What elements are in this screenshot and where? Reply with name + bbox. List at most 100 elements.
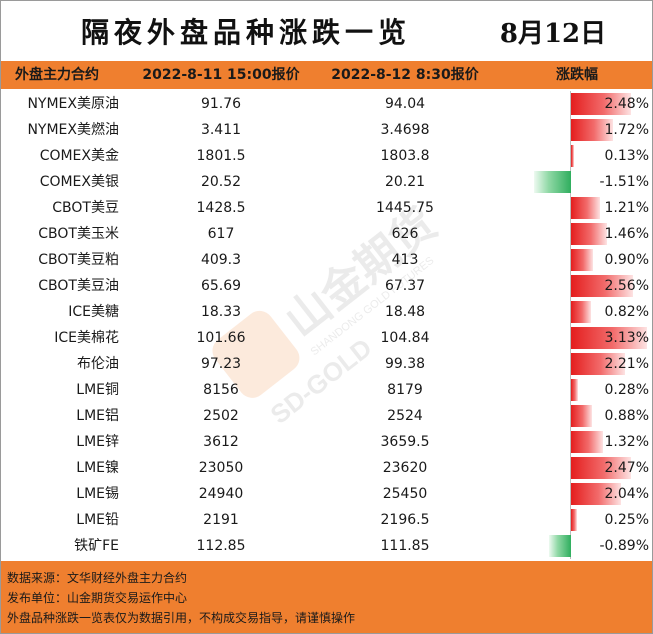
- change-bar-up: [571, 223, 607, 245]
- table-row: LME镍 23050 23620 2.47%: [1, 455, 652, 481]
- curr-price: 25450: [382, 486, 428, 502]
- prev-price: 91.76: [200, 96, 242, 112]
- contract-name: LME铝: [76, 408, 119, 424]
- contract-name: LME铜: [76, 382, 119, 398]
- change-bar-up: [571, 509, 578, 531]
- prev-price: 3612: [203, 434, 239, 450]
- footer-disclaimer: 外盘品种涨跌一览表仅为数据引用，不构成交易指导，请谨慎操作: [7, 611, 356, 625]
- change-bar-down: [549, 535, 571, 557]
- change-percent: 0.88%: [604, 408, 649, 424]
- table-row: LME铜 8156 8179 0.28%: [1, 377, 652, 403]
- curr-price: 2524: [387, 408, 423, 424]
- prev-price: 101.66: [196, 330, 246, 346]
- prev-price: 3.411: [200, 122, 242, 138]
- prev-price: 409.3: [200, 252, 242, 268]
- prev-price: 20.52: [200, 174, 242, 190]
- table-header: 外盘主力合约 2022-8-11 15:00报价 2022-8-12 8:30报…: [1, 61, 652, 89]
- curr-price: 626: [391, 226, 419, 242]
- contract-name: COMEX美银: [39, 174, 119, 190]
- table-row: LME锡 24940 25450 2.04%: [1, 481, 652, 507]
- change-bar-up: [571, 93, 632, 115]
- change-percent: 0.25%: [604, 512, 649, 528]
- change-percent: 2.04%: [604, 486, 649, 502]
- change-percent: -0.89%: [599, 538, 649, 554]
- table-row: CBOT美豆 1428.5 1445.75 1.21%: [1, 195, 652, 221]
- prev-price: 2502: [203, 408, 239, 424]
- table-row: CBOT美豆油 65.69 67.37 2.56%: [1, 273, 652, 299]
- change-percent: 0.28%: [604, 382, 649, 398]
- curr-price: 1445.75: [376, 200, 434, 216]
- prev-price: 18.33: [200, 304, 242, 320]
- curr-price: 99.38: [384, 356, 426, 372]
- change-percent: 2.21%: [604, 356, 649, 372]
- prev-price: 2191: [203, 512, 239, 528]
- table-row: 布伦油 97.23 99.38 2.21%: [1, 351, 652, 377]
- contract-name: CBOT美豆: [52, 200, 119, 216]
- change-bar-up: [571, 431, 604, 453]
- change-percent: 0.13%: [604, 148, 649, 164]
- prev-price: 24940: [198, 486, 244, 502]
- contract-name: LME锡: [76, 486, 119, 502]
- curr-price: 2196.5: [380, 512, 430, 528]
- curr-price: 8179: [387, 382, 423, 398]
- prev-price: 1801.5: [196, 148, 246, 164]
- curr-price: 3659.5: [380, 434, 430, 450]
- curr-price: 18.48: [384, 304, 426, 320]
- contract-name: 铁矿FE: [74, 538, 119, 554]
- change-bar-up: [571, 197, 601, 219]
- prev-price: 1428.5: [196, 200, 246, 216]
- curr-price: 1803.8: [380, 148, 430, 164]
- footer: 数据来源：文华财经外盘主力合约 发布单位：山金期货交易运作中心 外盘品种涨跌一览…: [1, 561, 652, 633]
- prev-price: 112.85: [196, 538, 246, 554]
- contract-name: LME镍: [76, 460, 119, 476]
- change-bar-down: [534, 171, 571, 193]
- prev-price: 617: [207, 226, 235, 242]
- contract-name: ICE美棉花: [54, 330, 119, 346]
- prev-price: 23050: [198, 460, 244, 476]
- curr-price: 413: [391, 252, 419, 268]
- curr-price: 94.04: [384, 96, 426, 112]
- contract-name: 布伦油: [77, 356, 119, 372]
- change-bar-up: [571, 379, 578, 401]
- header-contract: 外盘主力合约: [15, 67, 99, 83]
- contract-name: NYMEX美燃油: [27, 122, 119, 138]
- title-bar: 隔夜外盘品种涨跌一览 8月12日: [1, 1, 652, 61]
- contract-name: CBOT美豆粕: [38, 252, 119, 268]
- contract-name: ICE美糖: [68, 304, 119, 320]
- table-row: CBOT美豆粕 409.3 413 0.90%: [1, 247, 652, 273]
- table-body: NYMEX美原油 91.76 94.04 2.48% NYMEX美燃油 3.411 3.46…: [1, 91, 652, 559]
- change-bar-up: [571, 275, 634, 297]
- change-percent: 0.82%: [604, 304, 649, 320]
- change-bar-up: [571, 483, 621, 505]
- table-row: NYMEX美燃油 3.411 3.4698 1.72%: [1, 117, 652, 143]
- table-row: LME铅 2191 2196.5 0.25%: [1, 507, 652, 533]
- footer-publisher: 发布单位：山金期货交易运作中心: [7, 591, 188, 605]
- curr-price: 67.37: [384, 278, 426, 294]
- change-bar-up: [571, 457, 632, 479]
- contract-name: LME锌: [76, 434, 119, 450]
- table-row: COMEX美银 20.52 20.21 -1.51%: [1, 169, 652, 195]
- change-bar-up: [571, 301, 591, 323]
- change-bar-up: [571, 145, 575, 167]
- contract-name: CBOT美玉米: [38, 226, 119, 242]
- change-percent: 1.46%: [604, 226, 649, 242]
- prev-price: 97.23: [200, 356, 242, 372]
- change-percent: -1.51%: [599, 174, 649, 190]
- change-percent: 1.72%: [604, 122, 649, 138]
- table-row: COMEX美金 1801.5 1803.8 0.13%: [1, 143, 652, 169]
- change-bar-up: [571, 327, 648, 349]
- header-curr-price: 2022-8-12 8:30报价: [331, 67, 479, 83]
- change-percent: 2.56%: [604, 278, 649, 294]
- change-percent: 1.21%: [604, 200, 649, 216]
- table-row: NYMEX美原油 91.76 94.04 2.48%: [1, 91, 652, 117]
- table-row: CBOT美玉米 617 626 1.46%: [1, 221, 652, 247]
- contract-name: NYMEX美原油: [27, 96, 119, 112]
- contract-name: COMEX美金: [39, 148, 119, 164]
- table-row: LME锌 3612 3659.5 1.32%: [1, 429, 652, 455]
- change-bar-up: [571, 353, 625, 375]
- bar-axis: [570, 91, 571, 559]
- change-percent: 1.32%: [604, 434, 649, 450]
- change-percent: 2.48%: [604, 96, 649, 112]
- curr-price: 104.84: [380, 330, 430, 346]
- change-bar-up: [571, 119, 613, 141]
